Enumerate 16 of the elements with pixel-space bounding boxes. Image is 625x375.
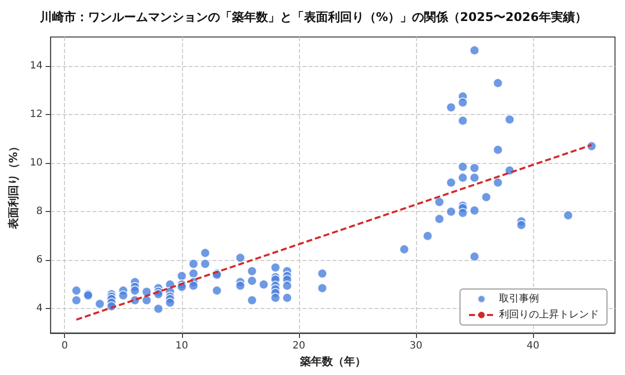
y-tick-label: 8 [36,206,43,218]
x-axis-title: 築年数（年） [298,354,366,368]
x-tick-label: 30 [410,340,422,352]
y-tick-label: 6 [36,254,43,266]
x-tick-label: 20 [292,340,306,352]
legend-label: 取引事例 [499,292,539,304]
chart-title: 川崎市：ワンルームマンションの「築年数」と「表面利回り（%）」の関係（2025〜2026年実績） [39,10,587,24]
x-tick-label: 10 [175,340,188,352]
legend-label: 利回りの上昇トレンド [499,308,599,320]
y-tick-label: 12 [30,109,43,120]
y-tick-label: 10 [30,158,43,169]
y-axis-title: 表面利回り（%） [7,140,20,230]
y-tick-label: 14 [30,60,43,72]
x-tick-label: 0 [61,340,68,352]
x-tick-label: 40 [526,340,540,352]
y-tick-label: 4 [36,303,43,314]
